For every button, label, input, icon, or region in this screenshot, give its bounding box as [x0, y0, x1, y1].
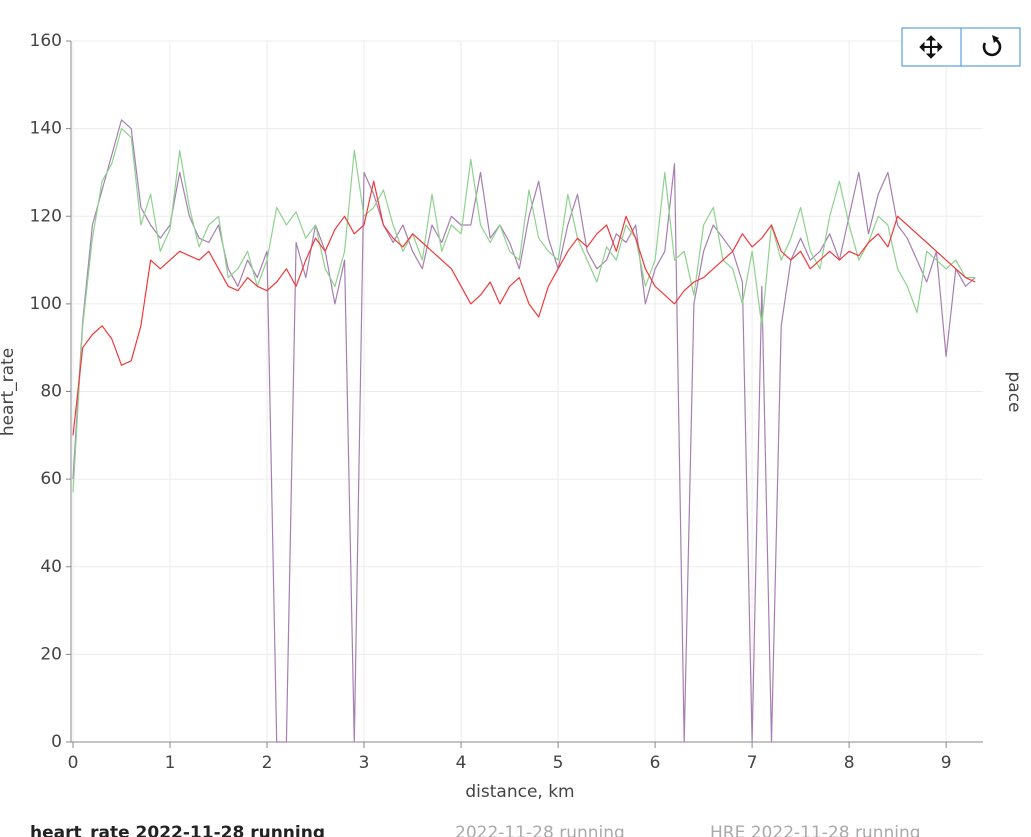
y-tick-label: 100	[30, 294, 62, 314]
y-tick-label: 60	[40, 469, 62, 489]
y-tick-label: 40	[40, 557, 62, 577]
x-tick-label: 2	[262, 753, 273, 773]
x-tick-label: 0	[68, 753, 79, 773]
pan-icon	[919, 35, 943, 59]
y-tick-label: 160	[30, 31, 62, 51]
y2-axis-label: pace	[1004, 371, 1024, 412]
y-tick-label: 20	[40, 644, 62, 664]
series-line	[72, 180, 976, 436]
legend-entry: HRE 2022-11-28 running	[710, 823, 921, 837]
x-axis-label: distance, km	[465, 782, 574, 802]
x-tick-label: 5	[553, 753, 564, 773]
x-tick-label: 8	[844, 753, 855, 773]
series-line	[72, 119, 976, 743]
y-tick-label: 120	[30, 206, 62, 226]
series-line	[72, 128, 976, 493]
x-tick-label: 1	[165, 753, 176, 773]
x-tick-label: 6	[650, 753, 661, 773]
x-tick-label: 4	[456, 753, 467, 773]
y-tick-label: 140	[30, 119, 62, 139]
toolbar	[901, 27, 1021, 67]
legend-entry: heart_rate 2022-11-28 running	[30, 823, 325, 837]
x-tick-label: 9	[941, 753, 952, 773]
x-tick-label: 7	[747, 753, 758, 773]
y-axis-label: heart_rate	[0, 348, 18, 436]
x-tick-label: 3	[359, 753, 370, 773]
legend-entry: 2022-11-28 running	[455, 823, 625, 837]
y-tick-label: 0	[51, 732, 62, 752]
reset-button[interactable]	[960, 27, 1021, 67]
reset-icon	[982, 35, 1002, 57]
y-tick-label: 80	[40, 382, 62, 402]
